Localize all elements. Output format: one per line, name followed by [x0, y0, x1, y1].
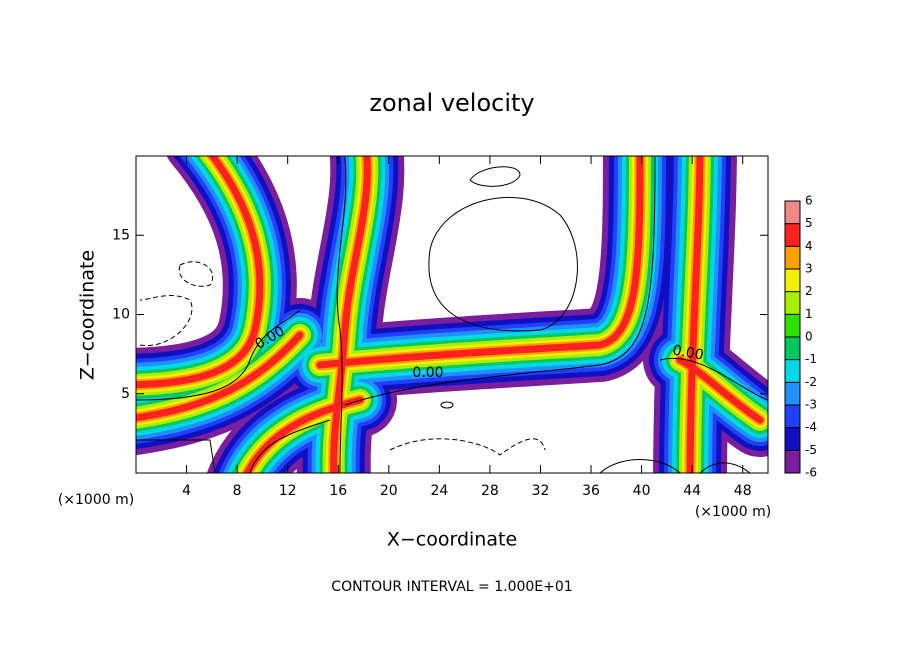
y-axis-label: Z−coordinate [77, 250, 99, 380]
colorbar-label: -4 [805, 420, 817, 434]
x-tick-label: 20 [380, 483, 398, 499]
colorbar-label: 0 [805, 330, 813, 344]
x-tick-label: 28 [481, 483, 499, 499]
field-band [136, 331, 304, 422]
colorbar-label: 3 [805, 262, 813, 276]
colorbar-label: -5 [805, 443, 817, 457]
x-tick-label: 36 [582, 483, 600, 499]
field-band [316, 156, 644, 369]
y-tick-label: 5 [121, 386, 130, 402]
contour-line [469, 166, 521, 187]
x-tick-label: 48 [734, 483, 752, 499]
contour-line [428, 196, 578, 332]
field-band [686, 156, 704, 473]
contour-lines [136, 156, 768, 473]
field-band [243, 396, 364, 473]
colorbar-swatch [785, 246, 800, 269]
contour-label: 0.00 [412, 365, 443, 381]
colorbar-swatch [785, 382, 800, 405]
x-tick-label: 32 [532, 483, 550, 499]
footer: CONTOUR INTERVAL = 1.000E+01 [331, 579, 572, 595]
colorbar-label: -3 [805, 398, 817, 412]
colorbar-swatch [785, 359, 800, 383]
contour-line [136, 309, 301, 401]
contour-line [178, 261, 214, 287]
contour-line [336, 156, 347, 473]
x-tick-label: 44 [683, 483, 701, 499]
y-tick-label: 10 [112, 307, 130, 323]
colorbar-swatch [785, 337, 800, 360]
chart-title: zonal velocity [369, 89, 534, 117]
contour-line [389, 438, 546, 456]
x-tick-label: 12 [279, 483, 297, 499]
contour-line [659, 357, 768, 401]
contour-line [699, 462, 751, 473]
x-tick-label: 16 [329, 483, 347, 499]
colorbar-label: 4 [805, 239, 813, 253]
colorbar-swatch [785, 201, 800, 224]
colorbar-swatch [785, 427, 800, 451]
contour-line [344, 156, 656, 406]
colorbar-label: -2 [805, 375, 817, 389]
x-unit: (×1000 m) [58, 492, 134, 508]
colorbar-swatch [785, 405, 800, 428]
x-unit: (×1000 m) [695, 504, 771, 520]
contour-line [136, 439, 216, 473]
x-axis-label: X−coordinate [387, 529, 517, 551]
field-band [330, 156, 371, 473]
colorbar-swatch [785, 314, 800, 337]
contour-line [249, 419, 331, 473]
x-tick-label: 8 [233, 483, 242, 499]
colorbar-swatch [785, 223, 800, 247]
colorbar-swatch [785, 450, 800, 473]
x-tick-label: 4 [182, 483, 191, 499]
colorbar-label: -1 [805, 352, 817, 366]
colorbar-label: 2 [805, 284, 813, 298]
colorbar-swatch [785, 269, 800, 292]
contour-line [139, 295, 193, 346]
x-tick-label: 40 [633, 483, 651, 499]
contour-field [136, 156, 768, 473]
field-band [676, 356, 764, 424]
contour-line [599, 459, 681, 473]
colorbar-label: 6 [805, 194, 813, 208]
y-tick-label: 15 [112, 227, 130, 243]
colorbar-label: 5 [805, 216, 813, 230]
contour-label: 0.00 [671, 342, 704, 363]
x-tick-label: 24 [430, 483, 448, 499]
colorbar-label: 1 [805, 307, 813, 321]
field-band [136, 156, 264, 389]
colorbar-swatch [785, 291, 800, 315]
contour-line [440, 401, 454, 409]
colorbar-label: -6 [805, 466, 817, 480]
